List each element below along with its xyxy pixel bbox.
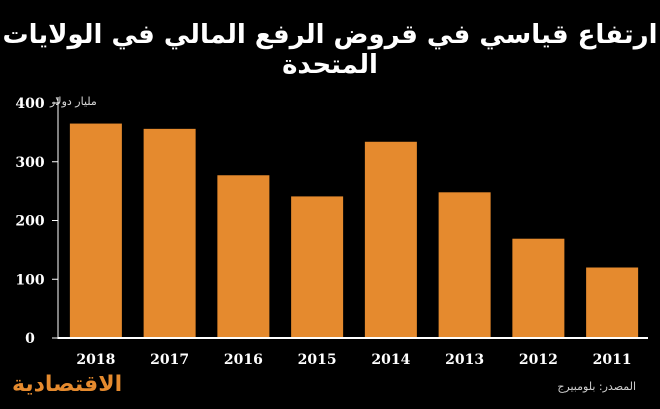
x-tick-label: 2015: [298, 352, 337, 368]
y-tick-label: 300: [15, 155, 44, 171]
y-tick-label: 100: [15, 272, 44, 288]
x-tick-label: 2018: [76, 352, 115, 368]
bar: [438, 192, 491, 338]
bar: [586, 267, 639, 338]
x-tick-label: 2016: [224, 352, 263, 368]
publisher-logo: الاقتصادية: [12, 372, 123, 397]
x-tick-label: 2014: [371, 352, 410, 368]
x-tick-label: 2013: [445, 352, 484, 368]
y-tick-label: 200: [15, 214, 44, 230]
bar: [217, 175, 270, 338]
bar: [512, 238, 565, 338]
unit-label: مليار دولار: [50, 95, 97, 108]
bar: [364, 141, 417, 338]
bar: [143, 128, 196, 338]
y-tick-label: 0: [25, 331, 35, 347]
bar: [291, 196, 344, 338]
bar: [69, 123, 122, 338]
y-tick-label: 400: [15, 96, 44, 112]
x-tick-label: 2017: [150, 352, 189, 368]
chart-title: ارتفاع قياسي في قروض الرفع المالي في الو…: [2, 20, 658, 80]
source-note: المصدر: بلومبيرج: [557, 380, 636, 393]
x-tick-label: 2012: [519, 352, 558, 368]
x-tick-label: 2011: [593, 352, 632, 368]
